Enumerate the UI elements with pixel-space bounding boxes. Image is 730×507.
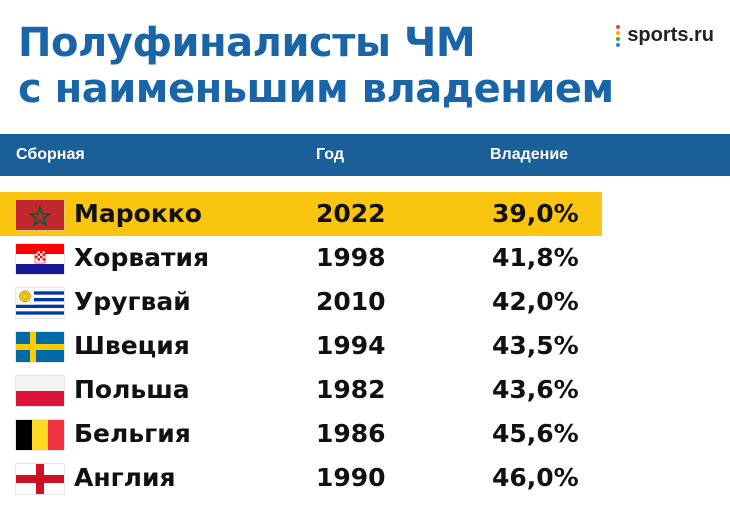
row-possession: 45,6%: [492, 419, 579, 448]
title-line-2: с наименьшим владением: [18, 66, 614, 112]
table-row: Хорватия 1998 41,8%: [0, 236, 602, 280]
row-year: 2010: [316, 287, 386, 316]
row-team: Бельгия: [74, 419, 191, 448]
row-year: 1998: [316, 243, 386, 272]
england-flag-icon: [16, 464, 64, 494]
row-possession: 46,0%: [492, 463, 579, 492]
table-header: Сборная Год Владение: [0, 134, 730, 176]
belgium-flag-icon: [16, 420, 64, 450]
row-team: Хорватия: [74, 243, 210, 272]
row-possession: 39,0%: [492, 199, 579, 228]
table-row: Марокко 2022 39,0%: [0, 192, 602, 236]
row-year: 1982: [316, 375, 386, 404]
row-year: 1994: [316, 331, 386, 360]
table-row: Швеция 1994 43,5%: [0, 324, 602, 368]
table-row: Польша 1982 43,6%: [0, 368, 602, 412]
croatia-flag-icon: [16, 244, 64, 274]
logo-text: sports.ru: [627, 24, 714, 46]
table-row: Англия 1990 46,0%: [0, 456, 602, 500]
header-year: Год: [316, 146, 344, 163]
row-team: Швеция: [74, 331, 190, 360]
title-line-1: Полуфиналисты ЧМ: [18, 20, 476, 66]
row-year: 2022: [316, 199, 386, 228]
sweden-flag-icon: [16, 332, 64, 362]
morocco-flag-icon: [16, 200, 64, 230]
poland-flag-icon: [16, 376, 64, 406]
header-possession: Владение: [490, 146, 569, 163]
table-row: Бельгия 1986 45,6%: [0, 412, 602, 456]
row-year: 1986: [316, 419, 386, 448]
row-possession: 43,6%: [492, 375, 579, 404]
uruguay-flag-icon: [16, 288, 64, 318]
page-title: Полуфиналисты ЧМ с наименьшим владением: [18, 20, 614, 112]
row-possession: 41,8%: [492, 243, 579, 272]
row-team: Уругвай: [74, 287, 191, 316]
sports-ru-logo[interactable]: sports.ru: [616, 24, 714, 47]
row-team: Польша: [74, 375, 190, 404]
logo-dots-icon: [616, 24, 621, 47]
header-team: Сборная: [16, 146, 85, 163]
table-row: Уругвай 2010 42,0%: [0, 280, 602, 324]
row-possession: 42,0%: [492, 287, 579, 316]
row-team: Англия: [74, 463, 176, 492]
row-year: 1990: [316, 463, 386, 492]
row-team: Марокко: [74, 199, 202, 228]
row-possession: 43,5%: [492, 331, 579, 360]
